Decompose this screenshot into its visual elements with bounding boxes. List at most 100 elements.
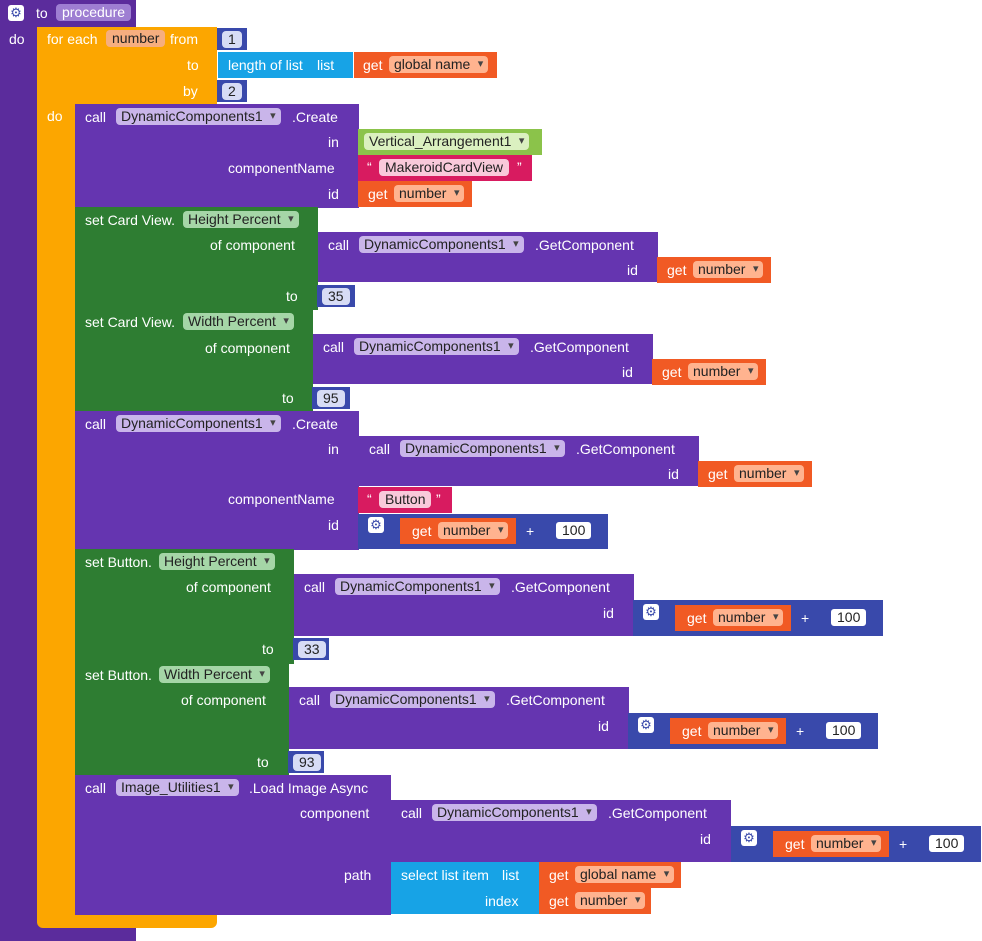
path-label: path (344, 867, 372, 883)
getcomponent-method: .GetComponent (506, 692, 605, 708)
component-dropdown[interactable]: DynamicComponents1 (400, 440, 565, 457)
component-type-text[interactable]: Button (379, 491, 432, 508)
id-label: id (622, 364, 633, 380)
height-value[interactable]: 35 (322, 288, 350, 305)
arrangement-dropdown[interactable]: Vertical_Arrangement1 (364, 133, 530, 150)
from-number[interactable]: 1 (222, 31, 242, 48)
call-label: call (323, 339, 345, 355)
number-dropdown[interactable]: number (811, 835, 882, 852)
from-label: from (170, 31, 198, 47)
gear-icon[interactable]: ⚙ (368, 517, 384, 533)
component-dropdown[interactable]: DynamicComponents1 (432, 804, 597, 821)
number-dropdown[interactable]: number (708, 722, 779, 739)
component-dropdown[interactable]: DynamicComponents1 (354, 338, 519, 355)
open-quote: “ (367, 159, 372, 175)
of-component-label: of component (181, 692, 266, 708)
load-image-method: .Load Image Async (249, 780, 369, 796)
list-label: list (502, 867, 520, 883)
get-label: get (549, 893, 569, 909)
get-label: get (682, 723, 702, 739)
id-label: id (598, 718, 609, 734)
get-label: get (662, 364, 682, 380)
call-label: call (85, 780, 107, 796)
component-dropdown[interactable]: DynamicComponents1 (330, 691, 495, 708)
number-dropdown[interactable]: number (575, 892, 646, 909)
of-component-label: of component (210, 237, 295, 253)
create-method: .Create (292, 416, 338, 432)
id-label: id (668, 466, 679, 482)
add-value[interactable]: 100 (928, 834, 966, 853)
componentname-label: componentName (228, 160, 335, 176)
call-label: call (85, 416, 107, 432)
getcomponent-method: .GetComponent (535, 237, 634, 253)
procedure-name[interactable]: procedure (56, 4, 132, 21)
number-dropdown[interactable]: number (438, 522, 509, 539)
component-dropdown[interactable]: DynamicComponents1 (116, 108, 281, 125)
gear-icon[interactable]: ⚙ (638, 717, 654, 733)
to-label: to (257, 754, 269, 770)
index-label: index (485, 893, 519, 909)
call-label: call (328, 237, 350, 253)
length-of-list-block[interactable] (218, 52, 353, 78)
add-value[interactable]: 100 (825, 721, 863, 740)
component-dropdown[interactable]: DynamicComponents1 (359, 236, 524, 253)
property-dropdown[interactable]: Height Percent (183, 211, 299, 228)
number-dropdown[interactable]: number (688, 363, 759, 380)
get-label: get (785, 836, 805, 852)
property-dropdown[interactable]: Width Percent (159, 666, 270, 683)
number-dropdown[interactable]: number (693, 261, 764, 278)
select-list-item-label: select list item (401, 867, 489, 883)
gear-icon[interactable]: ⚙ (643, 604, 659, 620)
set-label: set Button. (85, 554, 152, 570)
width-value[interactable]: 93 (293, 754, 321, 771)
id-label: id (328, 517, 339, 533)
by-label: by (183, 83, 198, 99)
load-image-call-block[interactable] (75, 775, 391, 915)
component-type-text[interactable]: MakeroidCardView (379, 159, 510, 176)
plus-operator: + (796, 723, 805, 739)
in-label: in (328, 134, 339, 150)
close-quote: ” (517, 159, 522, 175)
global-name-dropdown[interactable]: global name (575, 866, 675, 883)
add-value[interactable]: 100 (555, 521, 593, 540)
call-label: call (304, 579, 326, 595)
id-label: id (328, 186, 339, 202)
number-dropdown[interactable]: number (394, 185, 465, 202)
loop-variable[interactable]: number (106, 30, 166, 47)
to-label: to (282, 390, 294, 406)
close-quote: ” (436, 491, 441, 507)
getcomponent-method: .GetComponent (608, 805, 707, 821)
get-label: get (687, 610, 707, 626)
in-label: in (328, 441, 339, 457)
property-dropdown[interactable]: Height Percent (159, 553, 275, 570)
plus-operator: + (526, 523, 535, 539)
width-value[interactable]: 95 (317, 390, 345, 407)
gear-icon[interactable]: ⚙ (8, 5, 24, 21)
get-label: get (363, 57, 383, 73)
component-dropdown[interactable]: Image_Utilities1 (116, 779, 239, 796)
add-value[interactable]: 100 (830, 608, 868, 627)
to-label: to (262, 641, 274, 657)
procedure-do-label: do (9, 31, 25, 47)
set-label: set Card View. (85, 212, 176, 228)
open-quote: “ (367, 491, 372, 507)
by-number[interactable]: 2 (222, 83, 242, 100)
height-value[interactable]: 33 (298, 641, 326, 658)
to-label: to (286, 288, 298, 304)
number-dropdown[interactable]: number (734, 465, 805, 482)
component-dropdown[interactable]: DynamicComponents1 (116, 415, 281, 432)
create-method: .Create (292, 109, 338, 125)
global-name-dropdown[interactable]: global name (389, 56, 489, 73)
gear-icon[interactable]: ⚙ (741, 830, 757, 846)
create-call-block[interactable] (75, 411, 359, 550)
component-dropdown[interactable]: DynamicComponents1 (335, 578, 500, 595)
get-label: get (667, 262, 687, 278)
select-list-item-block[interactable] (391, 862, 539, 914)
number-dropdown[interactable]: number (713, 609, 784, 626)
property-dropdown[interactable]: Width Percent (183, 313, 294, 330)
of-component-label: of component (205, 340, 290, 356)
id-label: id (700, 831, 711, 847)
id-label: id (627, 262, 638, 278)
plus-operator: + (801, 610, 810, 626)
call-label: call (85, 109, 107, 125)
